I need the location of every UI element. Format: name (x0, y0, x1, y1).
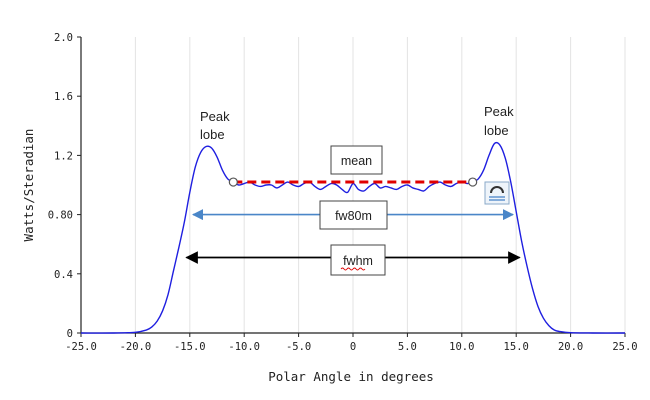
mean-label: mean (341, 154, 372, 168)
y-tick-label: 0.80 (48, 210, 73, 222)
x-axis-title: Polar Angle in degrees (268, 369, 434, 384)
spellcheck-underline (340, 267, 366, 271)
y-tick-label: 1.2 (54, 150, 73, 162)
x-tick-label: 25.0 (612, 341, 637, 353)
peak-right-label-line1: Peak (484, 104, 514, 119)
y-tick-label: 0.4 (54, 269, 73, 281)
peak-right-label-line2: lobe (484, 123, 509, 138)
fwhm-box: fwhm (330, 244, 386, 276)
x-tick-label: 5.0 (398, 341, 417, 353)
grid (134, 37, 626, 333)
fw80m-label: fw80m (335, 209, 372, 223)
y-tick-label: 1.6 (54, 91, 73, 103)
x-tick-label: 15.0 (504, 341, 529, 353)
y-axis-title: Watts/Steradian (21, 129, 36, 242)
x-tick-label: 20.0 (558, 341, 583, 353)
x-tick-label: -25.0 (65, 341, 97, 353)
axes (77, 36, 626, 337)
peak-left-label-line2: lobe (200, 127, 225, 142)
layout-options-icon[interactable] (484, 181, 510, 205)
y-tick-label: 0 (67, 328, 73, 340)
fwhm-label: fwhm (343, 254, 373, 268)
y-tick-label: 2.0 (54, 32, 73, 44)
tick-labels: -25.0 -20.0 -15.0 -10.0 -5.0 0 5.0 10.0 15.0 20.0… (48, 32, 638, 353)
x-tick-label: 10.0 (449, 341, 474, 353)
x-tick-label: -15.0 (174, 341, 206, 353)
x-tick-label: 0 (350, 341, 356, 353)
x-tick-label: -5.0 (286, 341, 311, 353)
peak-left-label-line1: Peak (200, 109, 230, 124)
mean-line-left-handle[interactable] (228, 177, 238, 187)
mean-box: mean (330, 145, 383, 175)
mean-line-right-handle[interactable] (468, 177, 478, 187)
x-tick-label: -10.0 (228, 341, 260, 353)
fw80m-box: fw80m (319, 200, 388, 230)
x-tick-label: -20.0 (120, 341, 152, 353)
annotations: Peak lobe Peak lobe mean fw80m fwhm (185, 104, 521, 276)
